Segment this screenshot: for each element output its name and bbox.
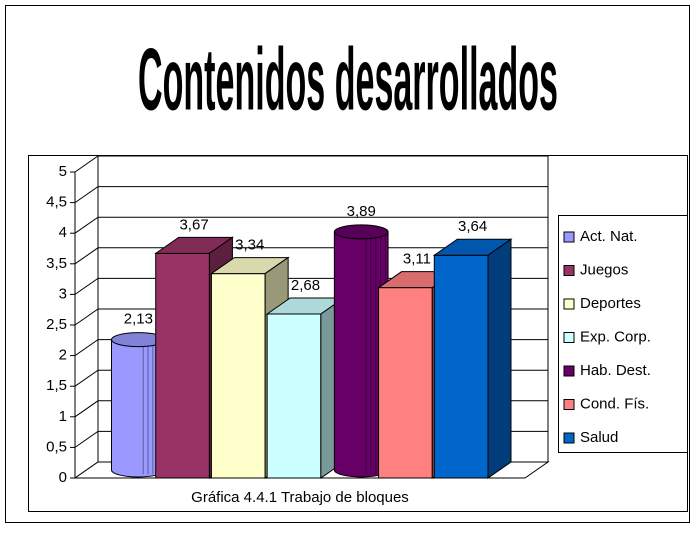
legend-swatch [563, 298, 575, 310]
grid-line [74, 247, 548, 265]
value-label: 2,13 [124, 311, 153, 328]
grid-line [74, 155, 548, 173]
bar-part [333, 224, 389, 240]
legend-label: Juegos [580, 261, 628, 278]
value-label: 3,64 [458, 218, 487, 235]
x-axis-title: Gráfica 4.4.1 Trabajo de bloques [191, 489, 409, 506]
y-tick-label: 2,5 [46, 316, 67, 333]
bar [111, 332, 166, 478]
value-label: 3,34 [235, 237, 264, 254]
y-tick-label: 3 [59, 285, 67, 302]
grid-line [74, 186, 548, 204]
legend-swatch [563, 399, 575, 410]
legend-label: Salud [580, 429, 618, 446]
bar [432, 238, 513, 479]
y-tick-label: 1 [59, 408, 67, 425]
y-tick-label: 4 [59, 224, 67, 241]
legend-label: Cond. Fís. [580, 395, 649, 412]
y-tick-label: 3,5 [46, 255, 67, 272]
y-tick-label: 4,5 [46, 194, 67, 211]
bar-part [433, 254, 489, 479]
bar [333, 224, 389, 478]
y-tick-label: 0,5 [46, 438, 67, 455]
chart-title: Contenidos desarrollados [138, 29, 558, 128]
y-tick-label: 5 [59, 163, 67, 180]
bar-part [378, 287, 433, 479]
y-tick-label: 0 [59, 469, 67, 486]
legend-label: Act. Nat. [580, 228, 638, 245]
legend-label: Deportes [580, 295, 641, 312]
y-tick-label: 2 [59, 347, 67, 364]
legend-swatch [563, 265, 575, 276]
value-label: 3,67 [179, 216, 208, 233]
value-label: 2,68 [291, 277, 320, 294]
value-label: 3,89 [347, 203, 376, 220]
bar [265, 297, 346, 479]
bar-part [266, 313, 322, 479]
value-label: 3,11 [403, 251, 431, 268]
bar-part [210, 273, 266, 479]
bar-part [487, 238, 512, 479]
legend-swatch [563, 332, 575, 343]
legend-swatch [563, 231, 575, 243]
legend-label: Hab. Dest. [580, 362, 651, 379]
grid-line [74, 216, 548, 234]
bar-part [155, 252, 210, 479]
legend-swatch [563, 432, 575, 444]
y-tick-label: 1,5 [46, 377, 67, 394]
legend-swatch [563, 365, 575, 377]
legend-label: Exp. Corp. [580, 328, 651, 345]
legend-box [558, 215, 688, 453]
